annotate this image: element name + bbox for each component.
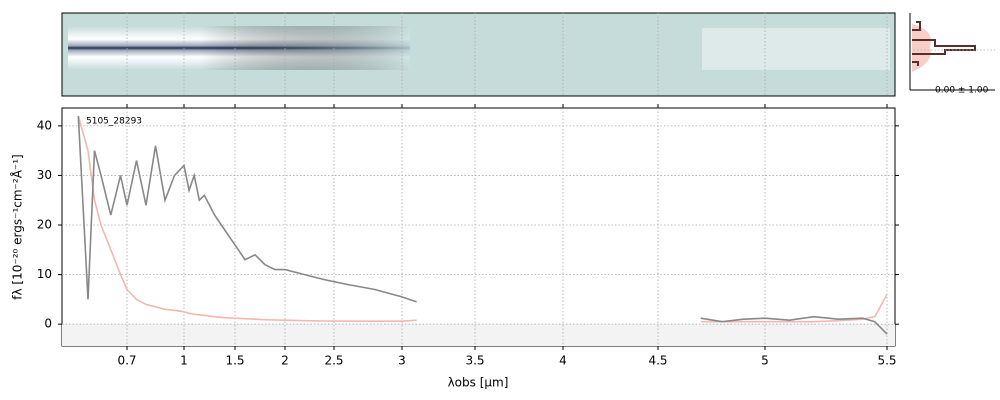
x-tick-label: 5 [761,354,769,368]
spectrum-2d-band-red [702,28,890,70]
inset-histogram [912,21,976,66]
inset-profile [912,24,931,72]
x-tick-label: 4 [559,354,567,368]
x-tick-label: 5.5 [877,354,896,368]
annotation: 5105_28293 [86,117,142,127]
x-tick-label: 4.5 [648,354,667,368]
spectrum-line [77,115,888,323]
y-tick-label: 10 [37,267,52,281]
x-tick-label: 0.7 [117,354,136,368]
y-tick-label: 40 [37,118,52,132]
x-axis-label: λobs [μm] [448,376,509,390]
inset-label: 0.00 ± 1.00 [935,86,989,96]
x-tick-label: 1.5 [225,354,244,368]
y-tick-label: 20 [37,218,52,232]
x-tick-label: 2.5 [324,354,343,368]
y-tick-label: 30 [37,168,52,182]
y-tick-label: 0 [44,317,52,331]
x-tick-label: 2 [281,354,289,368]
spectrum-line [77,115,888,335]
zero-band [62,324,895,346]
plot-frame [61,107,896,347]
y-axis-label: fλ [10⁻²⁰ ergs⁻¹cm⁻²Å⁻¹] [10,154,25,299]
x-tick-label: 3.5 [465,354,484,368]
x-tick-label: 3 [398,354,406,368]
x-tick-label: 1 [180,354,188,368]
spectrum-2d-fade [200,26,410,70]
